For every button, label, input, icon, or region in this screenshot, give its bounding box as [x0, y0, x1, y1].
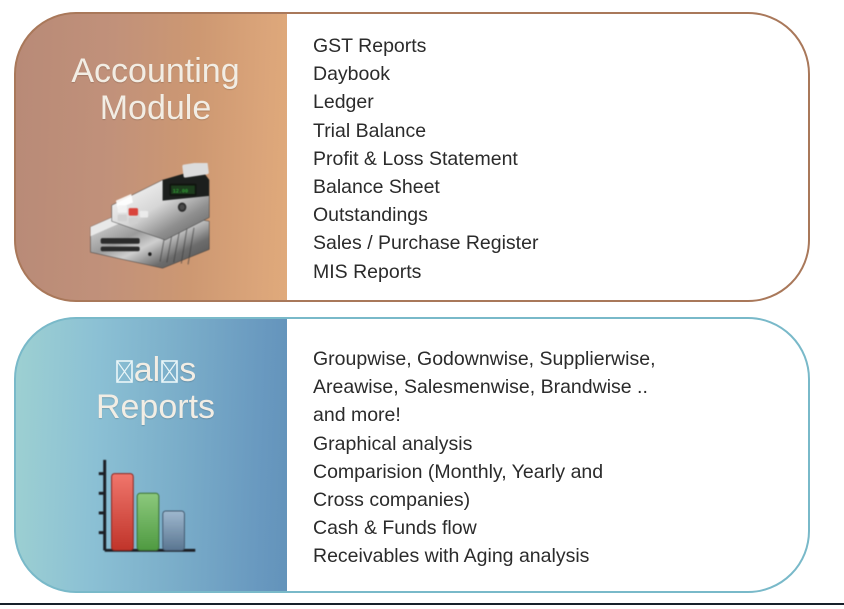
svg-text:12.00: 12.00 — [173, 188, 188, 194]
